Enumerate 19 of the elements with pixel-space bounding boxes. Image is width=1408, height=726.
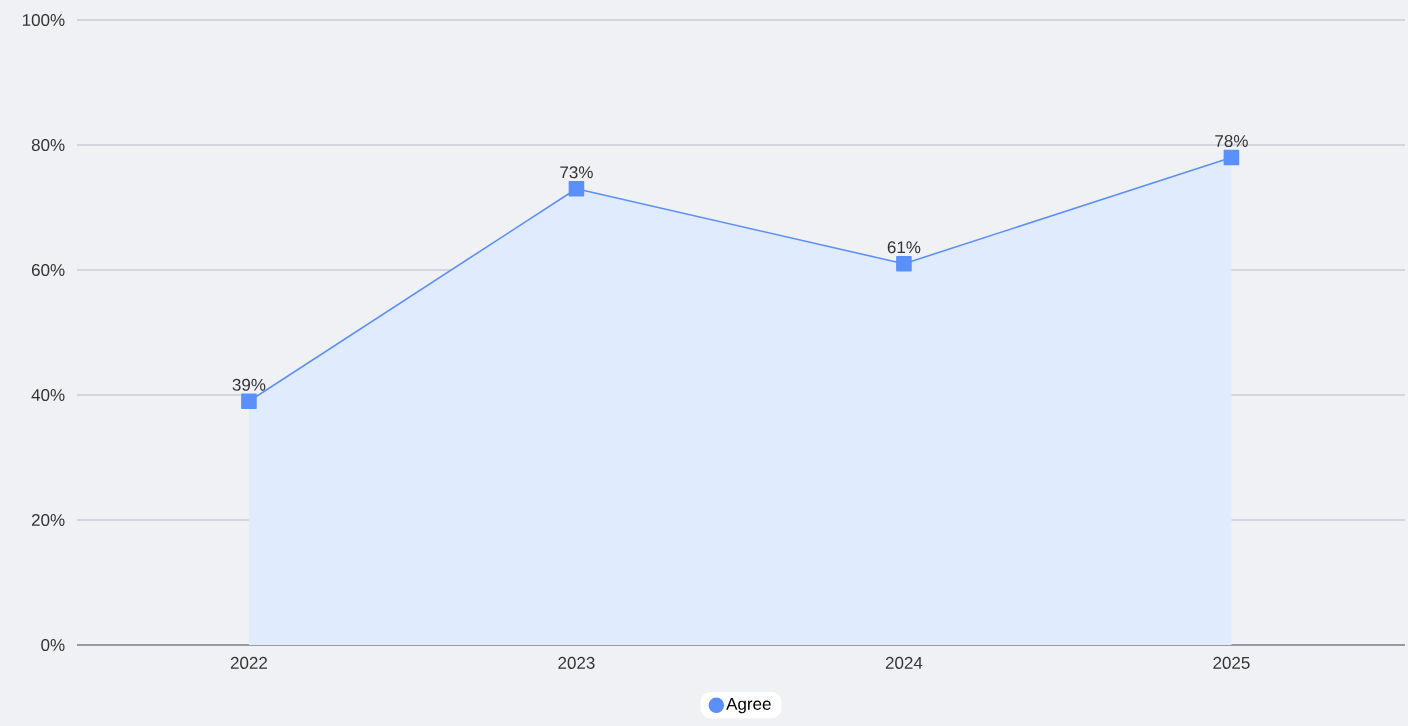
data-label: 78% bbox=[1215, 134, 1248, 148]
y-tick-label: 40% bbox=[31, 388, 65, 402]
x-tick-label: 2024 bbox=[885, 656, 923, 669]
y-tick-label: 60% bbox=[31, 263, 65, 277]
point bbox=[896, 255, 912, 272]
x-tick-label: 2022 bbox=[230, 656, 267, 669]
data-label: 73% bbox=[560, 166, 593, 179]
y-tick-label: 20% bbox=[31, 513, 65, 527]
point bbox=[241, 393, 257, 410]
y-tick-label: 0% bbox=[41, 638, 65, 652]
point bbox=[568, 180, 585, 197]
x-tick-label: 2023 bbox=[558, 656, 595, 669]
y-tick-label: 80% bbox=[31, 138, 65, 152]
data-label: 39% bbox=[232, 378, 266, 391]
data-label: 61% bbox=[887, 241, 921, 254]
point bbox=[1223, 149, 1240, 166]
x-tick-label: 2025 bbox=[1213, 656, 1250, 669]
y-tick-label: 100% bbox=[22, 13, 65, 27]
legend-label: Agree bbox=[726, 698, 771, 714]
